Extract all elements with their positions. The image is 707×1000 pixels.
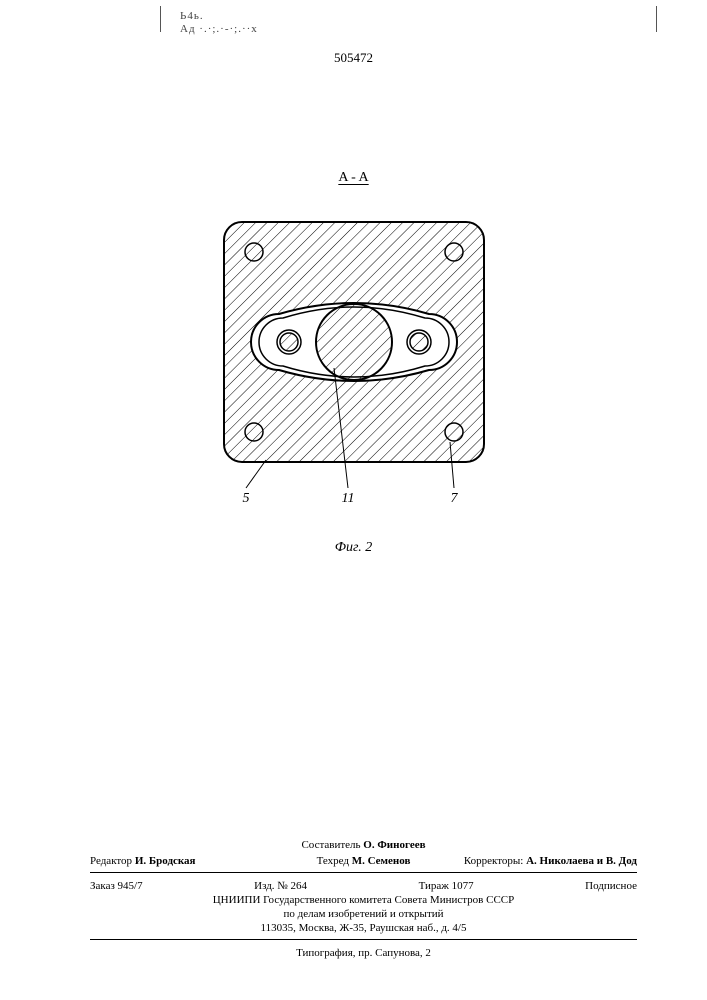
- org-row: ЦНИИПИ Государственного комитета Совета …: [90, 893, 637, 935]
- footer-block: Составитель О. Финогеев Редактор И. Брод…: [90, 838, 637, 960]
- order-number: Заказ 945/7: [90, 879, 143, 893]
- header-rule-right: [646, 6, 657, 32]
- frag-line2: Ад ·.·;.·-·;.··х: [180, 23, 258, 35]
- page: Ь4ь. Ад ·.·;.·-·;.··х 505472 A - A 5 11 7 …: [0, 0, 707, 1000]
- svg-text:7: 7: [450, 491, 458, 506]
- svg-text:11: 11: [341, 491, 354, 506]
- editor-label: Редактор: [90, 855, 132, 867]
- tirazh: Тираж 1077: [419, 879, 474, 893]
- svg-text:5: 5: [242, 491, 249, 506]
- techred-label: Техред: [317, 855, 349, 867]
- org-line1: ЦНИИПИ Государственного комитета Совета …: [213, 894, 515, 906]
- editor-name: И. Бродская: [135, 855, 196, 867]
- figure-2: A - A 5 11 7 Фиг. 2: [0, 170, 707, 556]
- corrector-names: А. Николаева и В. Дод: [526, 855, 637, 867]
- corrector-label: Корректоры:: [464, 855, 523, 867]
- compiler-name: О. Финогеев: [363, 839, 425, 851]
- org-line2: по делам изобретений и открытий: [283, 908, 443, 920]
- document-number: 505472: [0, 50, 707, 66]
- compiler-row: Составитель О. Финогеев: [90, 838, 637, 852]
- footer-rule-2: [90, 939, 637, 940]
- compiler-label: Составитель: [301, 839, 360, 851]
- print-row: Заказ 945/7 Изд. № 264 Тираж 1077 Подпис…: [90, 877, 637, 893]
- typography-row: Типография, пр. Сапунова, 2: [90, 944, 637, 960]
- org-line3: 113035, Москва, Ж-35, Раушская наб., д. …: [261, 922, 467, 934]
- roles-row: Редактор И. Бродская Техред М. Семенов К…: [90, 854, 637, 868]
- header-rule-left: [160, 6, 171, 32]
- figure-svg: 5 11 7: [184, 192, 524, 532]
- figure-caption: Фиг. 2: [0, 540, 707, 556]
- subscription: Подписное: [585, 879, 637, 893]
- izd-number: Изд. № 264: [254, 879, 307, 893]
- frag-line1: Ь4ь.: [180, 10, 204, 22]
- footer-rule-1: [90, 872, 637, 873]
- section-label: A - A: [0, 170, 707, 186]
- techred-name: М. Семенов: [352, 855, 411, 867]
- header-fragment: Ь4ь. Ад ·.·;.·-·;.··х: [180, 10, 258, 36]
